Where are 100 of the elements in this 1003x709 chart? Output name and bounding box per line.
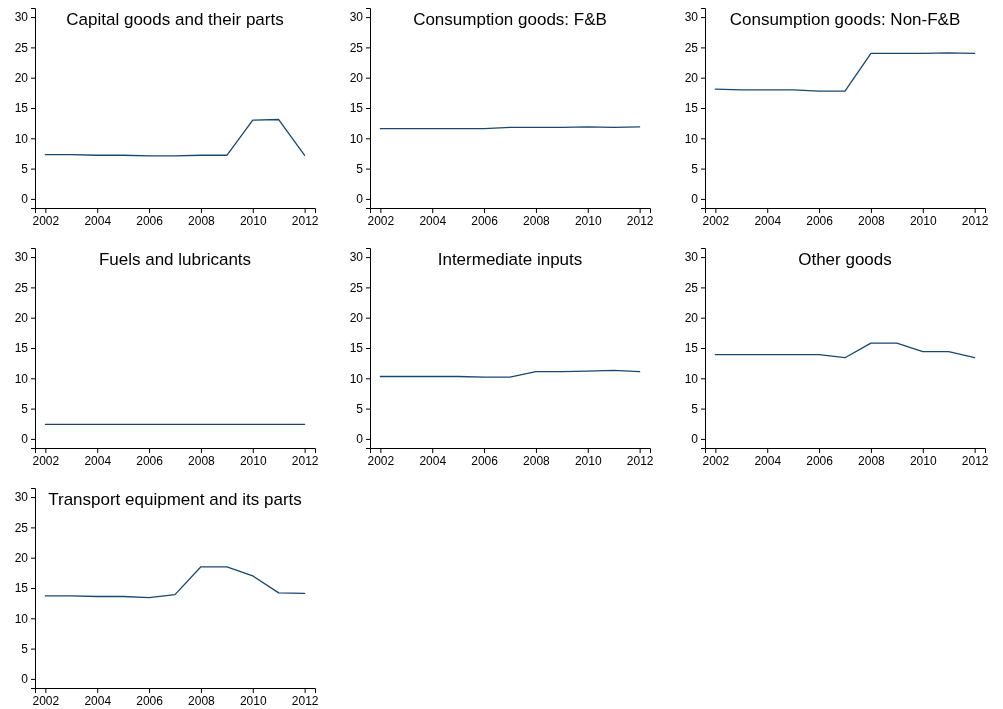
y-tick-label: 30 (684, 10, 699, 25)
y-tick-label: 10 (349, 131, 364, 146)
x-tick-label: 2008 (523, 213, 551, 228)
x-tick-label: 2008 (858, 453, 886, 468)
y-tick-label: 10 (14, 131, 29, 146)
x-tick-label: 2006 (806, 453, 834, 468)
y-tick-label: 20 (14, 71, 29, 86)
x-tick-label: 2002 (702, 213, 730, 228)
x-tick-label: 2006 (471, 213, 499, 228)
x-tick-label: 2012 (961, 453, 989, 468)
x-tick-label: 2008 (523, 453, 551, 468)
x-tick-label: 2006 (471, 453, 499, 468)
y-tick-label: 20 (684, 311, 699, 326)
y-tick-label: 0 (356, 192, 364, 207)
y-tick-label: 10 (684, 131, 699, 146)
x-tick-label: 2004 (754, 453, 782, 468)
x-tick-label: 2002 (702, 453, 730, 468)
x-tick-label: 2012 (961, 213, 989, 228)
x-tick-label: 2004 (84, 693, 112, 708)
x-tick-label: 2010 (574, 453, 602, 468)
y-tick-label: 5 (356, 401, 364, 416)
y-tick-label: 5 (691, 161, 699, 176)
chart-title: Consumption goods: F&B (413, 10, 607, 29)
y-tick-label: 25 (14, 40, 29, 55)
x-tick-label: 2004 (419, 213, 447, 228)
x-tick-label: 2008 (188, 453, 216, 468)
y-tick-label: 10 (684, 371, 699, 386)
x-tick-label: 2004 (84, 453, 112, 468)
y-tick-label: 0 (21, 432, 29, 447)
y-tick-label: 0 (691, 432, 699, 447)
x-tick-label: 2006 (806, 213, 834, 228)
y-tick-label: 0 (21, 192, 29, 207)
x-tick-label: 2006 (136, 453, 164, 468)
x-tick-label: 2012 (291, 453, 319, 468)
x-tick-label: 2002 (32, 213, 60, 228)
x-tick-label: 2012 (291, 693, 319, 708)
x-tick-label: 2006 (136, 693, 164, 708)
y-tick-label: 10 (349, 371, 364, 386)
chart-title: Transport equipment and its parts (48, 490, 302, 509)
y-tick-label: 30 (14, 250, 29, 265)
y-tick-label: 30 (684, 250, 699, 265)
y-tick-label: 20 (684, 71, 699, 86)
chart-title: Fuels and lubricants (98, 250, 252, 269)
x-tick-label: 2002 (32, 693, 60, 708)
y-tick-label: 25 (14, 520, 29, 535)
y-tick-label: 0 (356, 432, 364, 447)
x-tick-label: 2012 (626, 213, 654, 228)
y-tick-label: 25 (349, 40, 364, 55)
line-series (714, 52, 976, 92)
y-tick-label: 5 (21, 641, 29, 656)
line-series (44, 566, 306, 599)
y-tick-label: 30 (14, 10, 29, 25)
y-tick-label: 0 (21, 672, 29, 687)
y-tick-label: 15 (349, 341, 364, 356)
x-tick-label: 2010 (239, 453, 267, 468)
y-tick-label: 5 (356, 161, 364, 176)
x-tick-label: 2010 (239, 213, 267, 228)
y-tick-label: 20 (349, 71, 364, 86)
y-tick-label: 5 (691, 401, 699, 416)
x-tick-label: 2010 (574, 213, 602, 228)
y-tick-label: 30 (349, 250, 364, 265)
x-tick-label: 2010 (239, 693, 267, 708)
y-tick-label: 10 (14, 371, 29, 386)
y-tick-label: 30 (14, 490, 29, 505)
y-tick-label: 25 (684, 40, 699, 55)
y-tick-label: 30 (349, 10, 364, 25)
chart-title: Capital goods and their parts (66, 10, 284, 29)
x-tick-label: 2002 (367, 213, 395, 228)
x-tick-label: 2004 (419, 453, 447, 468)
y-tick-label: 20 (14, 551, 29, 566)
y-tick-label: 0 (691, 192, 699, 207)
x-tick-label: 2008 (858, 213, 886, 228)
x-tick-label: 2010 (909, 453, 937, 468)
line-series (714, 342, 976, 359)
y-tick-label: 15 (14, 341, 29, 356)
x-tick-label: 2002 (367, 453, 395, 468)
x-tick-label: 2012 (291, 213, 319, 228)
y-tick-label: 25 (349, 280, 364, 295)
y-tick-label: 15 (684, 341, 699, 356)
chart-title: Intermediate inputs (437, 250, 583, 269)
x-tick-label: 2002 (32, 453, 60, 468)
y-tick-label: 5 (21, 161, 29, 176)
chart-title: Consumption goods: Non-F&B (729, 10, 961, 29)
x-tick-label: 2012 (626, 453, 654, 468)
x-tick-label: 2004 (754, 213, 782, 228)
y-tick-label: 15 (14, 101, 29, 116)
y-tick-label: 5 (21, 401, 29, 416)
x-tick-label: 2008 (188, 693, 216, 708)
x-tick-label: 2004 (84, 213, 112, 228)
y-tick-label: 20 (14, 311, 29, 326)
y-tick-label: 25 (684, 280, 699, 295)
y-tick-label: 20 (349, 311, 364, 326)
chart-title: Other goods (798, 250, 892, 269)
y-tick-label: 25 (14, 280, 29, 295)
y-tick-label: 15 (14, 581, 29, 596)
y-tick-label: 10 (14, 611, 29, 626)
x-tick-label: 2008 (188, 213, 216, 228)
x-tick-label: 2010 (909, 213, 937, 228)
line-series (44, 118, 306, 157)
x-tick-label: 2006 (136, 213, 164, 228)
